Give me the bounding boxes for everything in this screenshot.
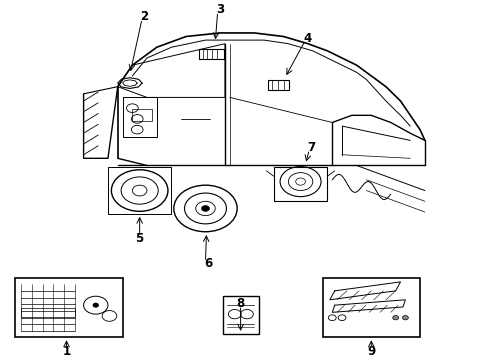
- Bar: [199, 49, 223, 59]
- Bar: [15, 278, 122, 337]
- Text: 5: 5: [135, 233, 143, 246]
- Text: 8: 8: [236, 297, 244, 310]
- Bar: [21, 308, 75, 317]
- Bar: [222, 296, 259, 334]
- Text: 6: 6: [203, 257, 212, 270]
- Text: 3: 3: [216, 3, 224, 16]
- Bar: [273, 167, 327, 201]
- Bar: [132, 109, 152, 121]
- Circle shape: [402, 316, 407, 320]
- Circle shape: [201, 206, 209, 211]
- Circle shape: [392, 316, 398, 320]
- Text: 9: 9: [366, 345, 375, 357]
- Bar: [322, 278, 419, 337]
- Bar: [267, 80, 289, 90]
- Circle shape: [93, 303, 98, 307]
- Text: 7: 7: [307, 141, 315, 154]
- Bar: [108, 167, 171, 214]
- Text: 1: 1: [62, 345, 70, 357]
- Text: 4: 4: [303, 32, 311, 45]
- Text: 2: 2: [140, 10, 148, 23]
